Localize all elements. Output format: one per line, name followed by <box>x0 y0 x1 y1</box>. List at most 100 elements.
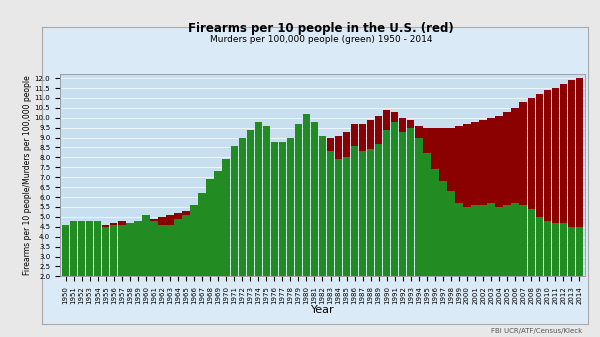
Bar <box>239 181 246 316</box>
Bar <box>166 215 173 316</box>
Bar <box>487 118 495 316</box>
Bar <box>375 116 382 316</box>
Bar <box>479 205 487 316</box>
Text: Murders per 100,000 people (green) 1950 - 2014: Murders per 100,000 people (green) 1950 … <box>210 35 432 44</box>
Bar <box>391 112 398 316</box>
Bar <box>62 227 70 316</box>
Bar <box>343 157 350 316</box>
Bar <box>102 227 109 316</box>
Bar <box>230 146 238 316</box>
Bar <box>287 137 294 316</box>
Bar <box>568 227 575 316</box>
Y-axis label: Firearms per 10 people/Murders per 100,000 people: Firearms per 10 people/Murders per 100,0… <box>23 75 32 275</box>
Bar <box>247 175 254 316</box>
Bar <box>110 223 118 316</box>
Bar <box>447 191 455 316</box>
Bar <box>86 225 94 316</box>
Text: FBI UCR/ATF/Census/Kleck: FBI UCR/ATF/Census/Kleck <box>491 328 582 334</box>
Bar <box>431 128 439 316</box>
Bar <box>214 171 222 316</box>
Bar <box>271 165 278 316</box>
Bar <box>70 221 77 316</box>
Bar <box>399 118 406 316</box>
Bar <box>447 128 455 316</box>
Bar <box>536 217 543 316</box>
Bar <box>455 126 463 316</box>
X-axis label: Year: Year <box>311 305 334 315</box>
Bar <box>496 207 503 316</box>
Bar <box>399 132 406 316</box>
Bar <box>278 142 286 316</box>
Bar <box>391 122 398 316</box>
Bar <box>206 179 214 316</box>
Bar <box>126 223 134 316</box>
Bar <box>239 137 246 316</box>
Bar <box>431 169 439 316</box>
Bar <box>551 223 559 316</box>
Bar <box>575 227 583 316</box>
Bar <box>223 159 230 316</box>
Bar <box>472 122 479 316</box>
Bar <box>527 209 535 316</box>
Bar <box>311 122 318 316</box>
Bar <box>166 225 173 316</box>
Bar <box>303 114 310 316</box>
Bar <box>496 116 503 316</box>
Bar <box>110 225 118 316</box>
Bar <box>223 189 230 316</box>
Bar <box>175 213 182 316</box>
Bar <box>560 223 567 316</box>
Bar <box>214 193 222 316</box>
Bar <box>575 78 583 316</box>
Bar <box>254 122 262 316</box>
Bar <box>190 205 198 316</box>
Bar <box>94 227 101 316</box>
Bar <box>423 153 431 316</box>
Bar <box>150 219 158 316</box>
Bar <box>351 146 358 316</box>
Bar <box>503 112 511 316</box>
Bar <box>415 137 422 316</box>
Bar <box>520 102 527 316</box>
Bar <box>126 223 134 316</box>
Bar <box>527 98 535 316</box>
Bar <box>544 90 551 316</box>
Bar <box>568 80 575 316</box>
Bar <box>487 203 495 316</box>
Bar <box>287 159 294 316</box>
Bar <box>158 217 166 316</box>
Bar <box>303 142 310 316</box>
Bar <box>142 219 149 316</box>
Bar <box>311 137 318 316</box>
Bar <box>199 203 206 316</box>
Bar <box>206 197 214 316</box>
Bar <box>375 144 382 316</box>
Bar <box>182 215 190 316</box>
Bar <box>230 185 238 316</box>
Bar <box>551 88 559 316</box>
Bar <box>359 151 367 316</box>
Bar <box>118 221 125 316</box>
Bar <box>520 205 527 316</box>
Bar <box>199 193 206 316</box>
Bar <box>190 207 198 316</box>
Bar <box>62 225 70 316</box>
Bar <box>70 225 77 316</box>
Bar <box>367 120 374 316</box>
Bar <box>327 151 334 316</box>
Bar <box>295 150 302 316</box>
Bar <box>511 108 519 316</box>
Bar <box>118 225 125 316</box>
Bar <box>263 126 270 316</box>
Bar <box>335 159 342 316</box>
Bar <box>319 135 326 316</box>
Bar <box>367 150 374 316</box>
Bar <box>142 215 149 316</box>
Bar <box>407 128 415 316</box>
Bar <box>503 205 511 316</box>
Bar <box>536 94 543 316</box>
Bar <box>175 219 182 316</box>
Bar <box>94 221 101 316</box>
Bar <box>134 221 142 316</box>
Bar <box>479 120 487 316</box>
